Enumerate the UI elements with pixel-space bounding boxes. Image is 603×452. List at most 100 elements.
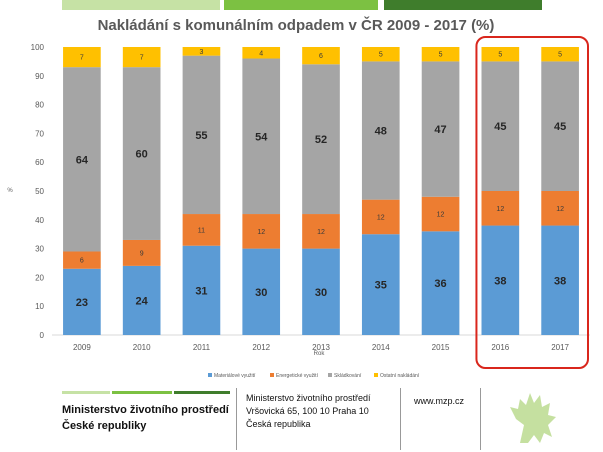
data-label: 6 [80,258,84,265]
header-stripe-dark [384,0,542,10]
data-label: 7 [140,55,144,62]
bar-segment [122,265,161,335]
data-label: 3 [199,49,203,56]
y-tick-label: 30 [35,245,44,254]
bar-segment [421,47,460,62]
bar-segment [302,214,340,249]
data-label: 12 [257,229,265,236]
legend-label: Energetické využití [276,373,319,379]
bar-segment [481,61,520,192]
bar-segment [242,58,281,215]
data-label: 54 [255,131,268,143]
bar-stacks: 2366472496073111553301254430125263512485… [63,47,579,335]
bar-segment [242,214,281,249]
data-label: 35 [375,280,387,292]
bar-segment [242,248,281,335]
data-label: 23 [76,297,88,309]
legend-swatch [208,373,212,377]
bar-segment [421,231,460,335]
address-line3: Česká republika [246,419,311,429]
bar-segment [541,47,579,62]
data-label: 60 [136,149,148,161]
bar-segment [361,234,400,335]
chart-title: Nakládání s komunálním odpadem v ČR 2009… [98,16,495,34]
highlight-group [475,36,590,369]
bar-segment [302,64,340,215]
data-label: 9 [140,250,144,257]
data-label: 12 [317,229,325,236]
bar-segment [182,245,221,335]
bar-segment [361,199,400,235]
legend-label: Skládkování [334,373,362,379]
website-link[interactable]: www.mzp.cz [414,396,465,406]
footer-stripe-light [62,391,110,394]
legend-swatch [328,373,332,377]
x-tick-labels: 2009 2010 2011 2012 2013 2014 2015 2016 2017 [73,343,570,352]
bar-segment [541,225,579,335]
data-label: 7 [80,55,84,62]
data-label: 36 [434,278,446,290]
header-stripe-medium [224,0,378,10]
data-label: 48 [375,126,387,138]
data-label: 5 [558,52,562,59]
highlight-box [475,36,590,369]
bar-segment [182,55,221,215]
data-label: 12 [556,206,564,213]
bar-segment [302,47,340,65]
y-tick-label: 20 [35,273,44,282]
y-tick-label: 100 [31,43,45,52]
bar-segment [481,47,520,62]
bar-segment [63,67,101,252]
data-label: 45 [494,121,506,133]
y-tick-label: 0 [40,331,45,340]
data-label: 55 [195,130,207,142]
x-tick-label: 2012 [252,343,270,352]
y-tick-label: 40 [35,216,44,225]
czech-lion-emblem-icon [510,393,556,443]
bar-segment [182,47,221,56]
bar-segment [541,61,579,192]
bar-segment [122,67,161,240]
footer-divider [236,388,237,450]
bar-segment [122,47,161,68]
footer-divider [480,388,481,450]
data-label: 30 [315,287,327,299]
x-tick-label: 2010 [133,343,151,352]
y-axis-label: % [7,188,13,194]
bar-segment [481,225,520,335]
data-label: 5 [379,52,383,59]
y-tick-label: 50 [35,187,44,196]
bar-segment [302,248,340,335]
bar-segment [63,47,101,68]
data-label: 31 [195,285,207,297]
data-label: 4 [259,50,263,57]
bar-segment [63,251,101,269]
bar-segment [421,196,460,232]
legend-label: Ostatní nakládání [380,373,420,379]
bar-segment [63,268,101,335]
bar-segment [361,47,400,62]
address-line2: Vršovická 65, 100 10 Praha 10 [246,406,369,416]
legend-swatch [270,373,274,377]
bar-segment [481,191,520,226]
data-label: 38 [554,275,566,287]
data-label: 11 [198,227,205,234]
data-label: 64 [76,154,89,166]
data-label: 30 [255,287,267,299]
footer-divider [400,388,401,450]
legend-swatch [374,373,378,377]
bar-segment [541,191,579,226]
bar-segment [122,239,161,266]
data-label: 52 [315,134,327,146]
x-axis-label: Rok [314,351,326,357]
y-tick-label: 80 [35,101,44,110]
x-tick-label: 2015 [432,343,450,352]
address-block: Ministerstvo životního prostředí Vršovic… [246,392,371,431]
data-label: 24 [136,295,149,307]
address-line1: Ministerstvo životního prostředí [246,393,371,403]
data-label: 47 [434,124,446,136]
bar-segment [182,214,221,246]
ministry-name-line2: České republiky [62,420,147,432]
data-label: 12 [437,212,445,219]
data-label: 5 [498,52,502,59]
